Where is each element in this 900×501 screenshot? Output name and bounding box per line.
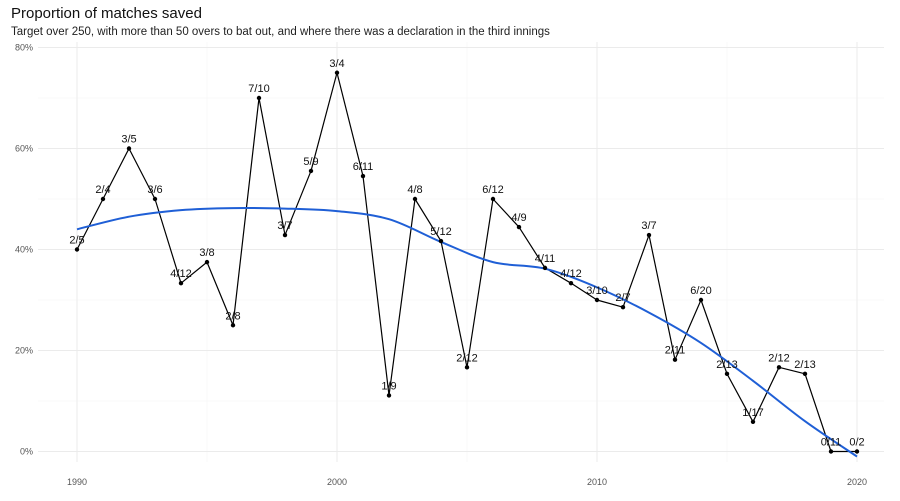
data-label: 4/8 xyxy=(407,184,422,196)
data-point xyxy=(464,365,470,370)
data-label: 3/7 xyxy=(641,220,656,232)
smooth-trend-line xyxy=(76,206,858,458)
data-point xyxy=(386,393,392,398)
data-point xyxy=(516,224,522,230)
data-point xyxy=(204,259,210,265)
data-point xyxy=(282,232,288,238)
point-labels: 2/5 2/4 3/5 3/6 4/12 3/8 2/8 7/10 3/7 5/9 3/4 6/11 1… xyxy=(69,58,864,449)
data-point xyxy=(698,297,704,303)
data-label: 4/11 xyxy=(535,253,556,265)
data-point xyxy=(568,280,574,286)
data-label: 1/17 xyxy=(742,407,763,419)
data-label: 2/8 xyxy=(225,310,240,322)
data-label: 2/12 xyxy=(768,352,789,364)
data-label: 5/9 xyxy=(303,156,318,168)
x-tick-label: 2020 xyxy=(847,477,867,487)
data-label: 3/8 xyxy=(199,247,214,259)
data-point xyxy=(776,365,782,370)
data-label: 2/13 xyxy=(716,359,737,371)
data-point xyxy=(672,357,678,362)
data-label: 2/13 xyxy=(794,359,815,371)
data-point xyxy=(178,280,184,286)
data-point xyxy=(594,297,600,303)
y-tick-label: 60% xyxy=(15,144,33,154)
data-label: 0/11 xyxy=(821,437,842,449)
data-label: 3/10 xyxy=(586,285,607,297)
data-point xyxy=(256,95,262,101)
data-point xyxy=(802,371,808,377)
chart-title: Proportion of matches saved xyxy=(11,5,202,22)
axis-ticks: 0% 20% 40% 60% 80% 1990 2000 2010 2020 xyxy=(15,43,867,488)
data-label: 4/12 xyxy=(170,268,191,280)
data-label: 6/20 xyxy=(690,285,711,297)
data-label: 2/5 xyxy=(69,235,84,247)
data-point xyxy=(74,247,80,252)
data-point xyxy=(646,232,652,238)
data-label: 1/9 xyxy=(381,380,396,392)
y-tick-label: 20% xyxy=(15,346,33,356)
data-label: 3/5 xyxy=(121,134,136,146)
y-tick-label: 40% xyxy=(15,245,33,255)
data-label: 2/7 xyxy=(615,292,630,304)
data-point xyxy=(724,371,730,377)
data-label: 7/10 xyxy=(248,83,269,95)
data-point xyxy=(490,196,496,202)
grid xyxy=(38,42,884,462)
data-label: 3/4 xyxy=(329,58,344,70)
data-point xyxy=(854,449,860,454)
chart-marks xyxy=(74,70,860,458)
data-point xyxy=(308,168,314,174)
data-point xyxy=(334,70,340,75)
data-label: 0/2 xyxy=(849,437,864,449)
data-point xyxy=(438,238,444,244)
data-label: 2/11 xyxy=(665,345,686,357)
y-tick-label: 80% xyxy=(15,43,33,53)
data-point xyxy=(828,449,834,454)
data-label: 4/12 xyxy=(560,268,581,280)
data-point xyxy=(620,305,626,310)
data-label: 3/6 xyxy=(147,184,162,196)
data-point xyxy=(126,146,132,151)
data-point xyxy=(542,265,548,271)
data-label: 6/11 xyxy=(353,161,374,173)
data-point xyxy=(412,196,418,202)
data-point xyxy=(750,419,756,425)
x-tick-label: 2010 xyxy=(587,477,607,487)
chart-subtitle: Target over 250, with more than 50 overs… xyxy=(11,26,550,38)
data-point xyxy=(230,323,236,328)
data-point xyxy=(360,173,366,179)
data-label: 3/7 xyxy=(277,220,292,232)
data-label: 5/12 xyxy=(430,226,451,238)
data-label: 4/9 xyxy=(511,212,526,224)
x-tick-label: 1990 xyxy=(67,477,87,487)
data-point xyxy=(152,196,158,202)
data-label: 2/4 xyxy=(95,184,110,196)
data-point xyxy=(100,196,106,202)
data-label: 6/12 xyxy=(482,184,503,196)
data-label: 2/12 xyxy=(456,352,477,364)
y-tick-label: 0% xyxy=(20,447,33,457)
x-tick-label: 2000 xyxy=(327,477,347,487)
